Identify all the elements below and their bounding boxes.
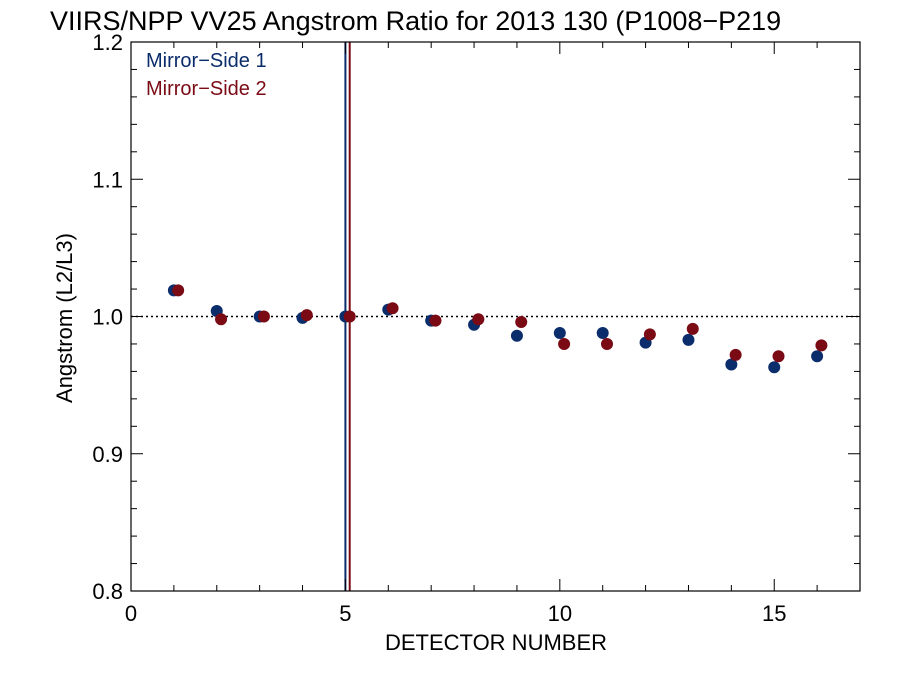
x-tick-label: 15 bbox=[762, 601, 786, 626]
data-point-side-2 bbox=[600, 337, 613, 350]
data-point-side-2 bbox=[643, 328, 656, 341]
data-point-side-1 bbox=[768, 361, 781, 374]
data-point-side-1 bbox=[596, 326, 609, 339]
data-point-side-2 bbox=[772, 350, 785, 363]
chart-title: VIIRS/NPP VV25 Angstrom Ratio for 2013 1… bbox=[50, 6, 781, 36]
data-point-side-2 bbox=[215, 313, 228, 326]
x-tick-label: 0 bbox=[125, 601, 137, 626]
legend-entry-mirror-side-2: Mirror−Side 2 bbox=[146, 78, 267, 100]
data-point-side-1 bbox=[811, 350, 824, 363]
y-axis-ticks: 0.8 0.9 1.0 1.1 1.2 bbox=[92, 30, 860, 604]
y-tick-label: 0.9 bbox=[92, 442, 123, 467]
x-tick-label: 10 bbox=[548, 601, 572, 626]
x-axis-title: DETECTOR NUMBER bbox=[385, 630, 607, 655]
data-point-side-2 bbox=[386, 302, 399, 315]
data-point-side-2 bbox=[257, 310, 270, 323]
data-point-side-2 bbox=[472, 313, 485, 326]
data-point-side-2 bbox=[729, 348, 742, 361]
data-point-side-2 bbox=[558, 337, 571, 350]
y-tick-label: 1.2 bbox=[92, 30, 123, 55]
y-tick-label: 1.1 bbox=[92, 167, 123, 192]
data-point-side-2 bbox=[300, 309, 313, 322]
data-point-side-1 bbox=[725, 358, 738, 371]
y-tick-label: 0.8 bbox=[92, 579, 123, 604]
data-point-side-2 bbox=[343, 310, 356, 323]
data-point-side-1 bbox=[553, 326, 566, 339]
plot-frame bbox=[130, 41, 861, 592]
data-point-side-2 bbox=[172, 284, 185, 297]
data-point-side-1 bbox=[510, 329, 523, 342]
data-point-side-2 bbox=[686, 322, 699, 335]
y-axis-title: Angstrom (L2/L3) bbox=[52, 233, 77, 403]
data-point-side-1 bbox=[682, 333, 695, 346]
data-point-side-2 bbox=[429, 314, 442, 327]
y-tick-label: 1.0 bbox=[92, 305, 123, 330]
x-axis-ticks: 0 5 10 15 bbox=[125, 42, 861, 626]
legend: Mirror−Side 1 Mirror−Side 2 bbox=[146, 50, 267, 100]
x-tick-label: 5 bbox=[339, 601, 351, 626]
data-point-side-2 bbox=[815, 339, 828, 352]
data-points bbox=[167, 284, 828, 374]
data-point-side-2 bbox=[515, 315, 528, 328]
legend-entry-mirror-side-1: Mirror−Side 1 bbox=[146, 50, 267, 72]
